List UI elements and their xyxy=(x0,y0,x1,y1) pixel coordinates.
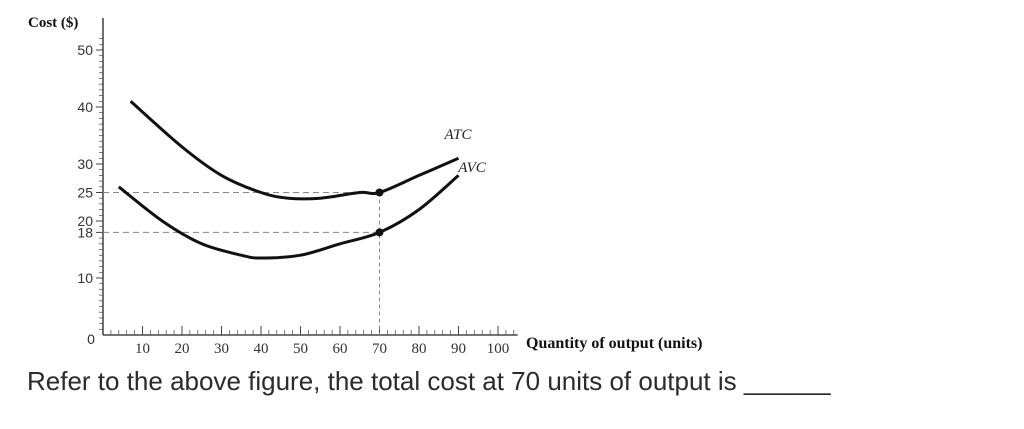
x-tick-label: 60 xyxy=(333,341,348,357)
y-tick-label: 10 xyxy=(77,270,93,286)
chart-axes xyxy=(102,18,518,336)
atc-label: ATC xyxy=(444,127,473,143)
marked-points xyxy=(375,188,384,237)
cost-curves xyxy=(117,100,460,260)
reference-lines xyxy=(103,192,380,335)
x-tick-label: 30 xyxy=(214,341,229,357)
chart-labels: ATC AVC Cost ($) Quantity of output (units) xyxy=(28,15,702,352)
y-tick-label: 18 xyxy=(77,224,93,240)
data-point xyxy=(375,188,384,197)
question-text: Refer to the above figure, the total cos… xyxy=(27,366,831,396)
y-tick-label: 40 xyxy=(77,99,93,115)
avc-curve xyxy=(117,174,460,260)
y-tick-label: 25 xyxy=(77,185,93,201)
origin-label: 0 xyxy=(87,331,95,347)
x-tick-label: 20 xyxy=(175,341,190,357)
data-point xyxy=(375,228,384,237)
avc-label: AVC xyxy=(457,160,487,176)
x-tick-label: 10 xyxy=(135,341,150,357)
y-tick-label: 20 xyxy=(77,213,93,229)
x-tick-label: 90 xyxy=(451,341,466,357)
atc-curve xyxy=(129,100,460,201)
x-tick-label: 80 xyxy=(412,341,427,357)
x-axis-title: Quantity of output (units) xyxy=(526,335,702,352)
y-axis-title: Cost ($) xyxy=(28,15,78,31)
x-tick-label: 100 xyxy=(487,341,510,357)
x-tick-label: 70 xyxy=(372,341,387,357)
y-tick-label: 30 xyxy=(77,156,93,172)
x-tick-label: 40 xyxy=(254,341,269,357)
y-tick-label: 50 xyxy=(77,42,93,58)
x-tick-label: 50 xyxy=(293,341,308,357)
